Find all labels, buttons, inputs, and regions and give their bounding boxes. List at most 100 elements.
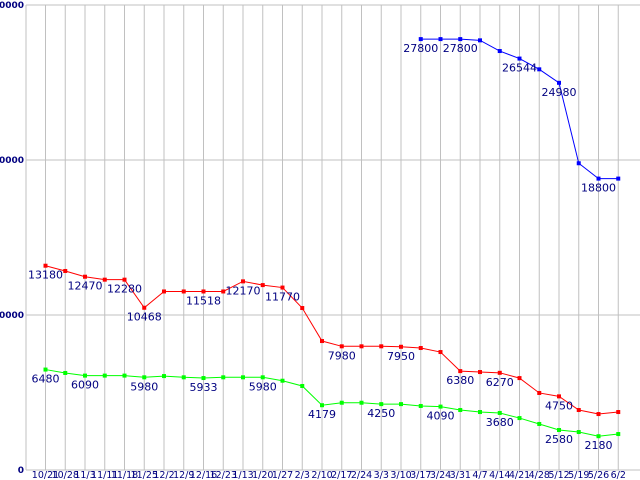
x-tick-label: 10/28	[52, 470, 79, 480]
data-point-green	[63, 370, 68, 375]
data-point-blue	[557, 80, 561, 85]
x-tick-label: 6/2	[611, 470, 626, 480]
y-tick-label: 0	[18, 466, 24, 476]
data-point-green	[359, 400, 364, 405]
data-label-red: 6270	[486, 376, 514, 389]
x-tick-label: 11/18	[111, 470, 138, 480]
data-label-green: 3680	[486, 416, 514, 429]
y-tick-label: 20000	[0, 156, 24, 166]
data-point-red	[537, 390, 542, 395]
data-point-green	[320, 403, 324, 408]
x-tick-label: 3/24	[430, 470, 451, 480]
x-tick-label: 3/17	[410, 470, 431, 480]
data-point-blue	[438, 37, 443, 42]
data-point-red	[438, 350, 443, 355]
x-tick-label: 5/26	[588, 470, 609, 480]
x-tick-label: 12/9	[173, 470, 194, 480]
data-label-green: 5980	[130, 380, 158, 393]
x-tick-label: 11/11	[91, 470, 118, 480]
data-point-red	[181, 289, 186, 294]
data-point-red	[162, 289, 166, 294]
data-point-blue	[517, 56, 522, 61]
data-label-red: 12280	[107, 283, 142, 296]
data-point-green	[596, 434, 601, 439]
data-point-green	[339, 400, 344, 405]
data-label-blue: 27800	[403, 42, 438, 55]
data-point-red	[122, 277, 127, 282]
x-tick-label: 4/7	[472, 470, 487, 480]
x-tick-label: 4/21	[509, 470, 530, 480]
data-point-green	[280, 378, 285, 383]
y-axis-ticks: 0 10000 20000 30000	[0, 1, 24, 476]
data-label-red: 11518	[186, 294, 221, 307]
data-label-green: 6480	[32, 373, 60, 386]
data-point-red	[339, 344, 344, 349]
x-tick-label: 1/20	[252, 470, 273, 480]
data-point-green	[83, 373, 87, 378]
data-point-red	[458, 369, 463, 374]
data-point-green	[201, 376, 206, 381]
x-tick-label: 3/3	[374, 470, 389, 480]
x-tick-label: 1/27	[272, 470, 293, 480]
data-point-red	[43, 263, 48, 268]
data-point-green	[181, 375, 186, 380]
data-label-green: 4179	[308, 408, 336, 421]
data-label-green: 2580	[545, 433, 573, 446]
data-label-green: 5980	[249, 380, 277, 393]
data-point-red	[260, 283, 265, 288]
x-tick-label: 2/24	[351, 470, 372, 480]
data-point-red	[359, 344, 364, 349]
data-label-red: 12170	[226, 284, 261, 297]
data-point-green	[478, 410, 482, 415]
data-point-green	[399, 402, 403, 407]
data-point-red	[221, 289, 226, 294]
data-point-red	[418, 346, 423, 351]
data-label-red: 6380	[446, 374, 474, 387]
data-point-red	[596, 412, 601, 417]
series-line-red	[45, 265, 619, 415]
data-label-red: 11770	[265, 291, 300, 304]
data-point-red	[201, 289, 206, 294]
data-labels-layer: 27800 27800 26544 24980 18800 13180 12470 12280…	[28, 42, 616, 452]
data-label-red: 7950	[387, 350, 415, 363]
data-point-green	[576, 430, 581, 435]
data-label-blue: 18800	[581, 182, 616, 195]
data-point-green	[537, 421, 542, 426]
data-point-blue	[616, 176, 621, 181]
x-tick-label: 3/10	[390, 470, 411, 480]
data-point-red	[102, 277, 107, 282]
data-point-green	[517, 416, 522, 421]
data-point-red	[517, 376, 522, 381]
data-point-green	[497, 410, 502, 415]
data-label-blue: 24980	[542, 86, 577, 99]
x-tick-label: 5/12	[548, 470, 569, 480]
data-point-red	[379, 344, 384, 349]
x-tick-label: 4/28	[529, 470, 550, 480]
x-tick-label: 10/21	[32, 470, 59, 480]
data-point-red	[497, 370, 502, 375]
data-label-red: 12470	[68, 280, 103, 293]
data-point-green	[260, 375, 265, 380]
data-point-red	[280, 285, 285, 290]
data-point-red	[320, 339, 324, 344]
data-point-blue	[458, 37, 463, 42]
y-tick-label: 30000	[0, 1, 24, 11]
data-label-red: 4750	[545, 399, 573, 412]
data-point-red	[83, 274, 87, 279]
data-point-red	[399, 344, 403, 349]
data-point-green	[162, 374, 166, 379]
x-tick-label: 4/14	[489, 470, 510, 480]
data-point-red	[557, 394, 561, 399]
x-tick-label: 11/25	[131, 470, 158, 480]
data-point-green	[557, 428, 561, 433]
data-point-green	[102, 373, 107, 378]
series-layer	[43, 37, 621, 439]
x-tick-label: 11/3	[74, 470, 95, 480]
data-point-red	[63, 268, 68, 273]
data-label-green: 5933	[190, 381, 218, 394]
series-line-green	[45, 369, 619, 437]
x-tick-label: 3/31	[450, 470, 471, 480]
data-label-red: 10468	[127, 311, 162, 324]
data-point-blue	[478, 38, 482, 43]
data-point-green	[241, 375, 245, 380]
